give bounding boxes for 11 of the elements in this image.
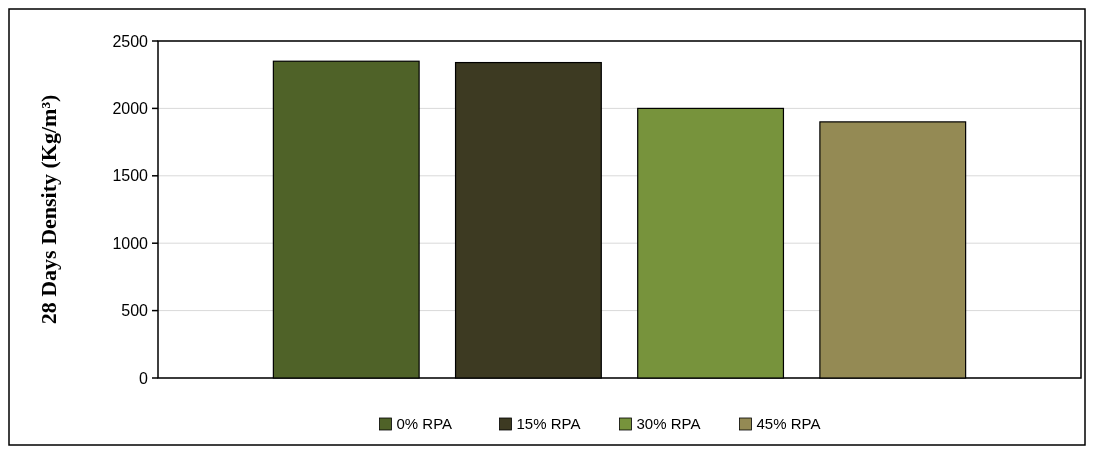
- y-tick-label: 2000: [112, 100, 149, 117]
- y-tick-label: 1500: [112, 167, 149, 185]
- y-tick-label: 0: [139, 369, 149, 387]
- legend-label: 0% RPA: [396, 415, 453, 432]
- legend-label: 45% RPA: [756, 415, 821, 432]
- y-axis-title: 28 Days Density (Kg/m³): [36, 94, 61, 325]
- legend-label: 30% RPA: [636, 415, 701, 432]
- y-tick-label: 2500: [112, 32, 149, 50]
- legend-label: 15% RPA: [516, 415, 581, 432]
- y-tick-label: 1000: [112, 234, 149, 252]
- y-tick-label: 500: [121, 302, 149, 320]
